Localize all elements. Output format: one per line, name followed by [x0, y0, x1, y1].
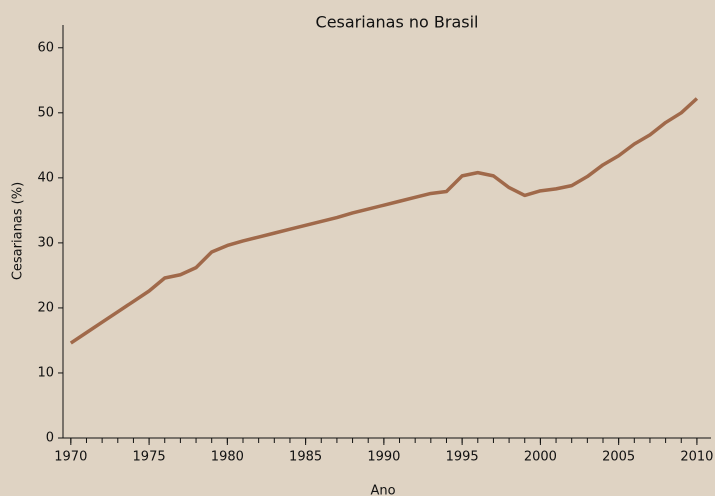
- y-tick-label: 0: [46, 431, 54, 446]
- x-axis-label: Ano: [370, 484, 395, 496]
- x-tick-label: 1975: [133, 450, 166, 465]
- x-tick-label: 1990: [367, 450, 400, 465]
- x-tick-label: 1985: [289, 450, 322, 465]
- x-tick-label: 2005: [602, 450, 635, 465]
- x-tick-label: 1970: [54, 450, 87, 465]
- x-tick-label: 1980: [211, 450, 244, 465]
- y-tick-label: 10: [37, 365, 54, 380]
- y-tick-label: 30: [37, 235, 54, 250]
- data-line: [69, 97, 699, 345]
- x-tick-label: 1995: [446, 450, 479, 465]
- y-tick-label: 60: [37, 40, 54, 55]
- chart-title: Cesarianas no Brasil: [316, 13, 479, 32]
- x-tick-label: 2000: [524, 450, 557, 465]
- x-tick-label: 2010: [680, 450, 713, 465]
- y-tick-label: 20: [37, 300, 54, 315]
- y-axis-label: Cesarianas (%): [11, 182, 26, 280]
- y-tick-label: 50: [37, 105, 54, 120]
- y-tick-label: 40: [37, 170, 54, 185]
